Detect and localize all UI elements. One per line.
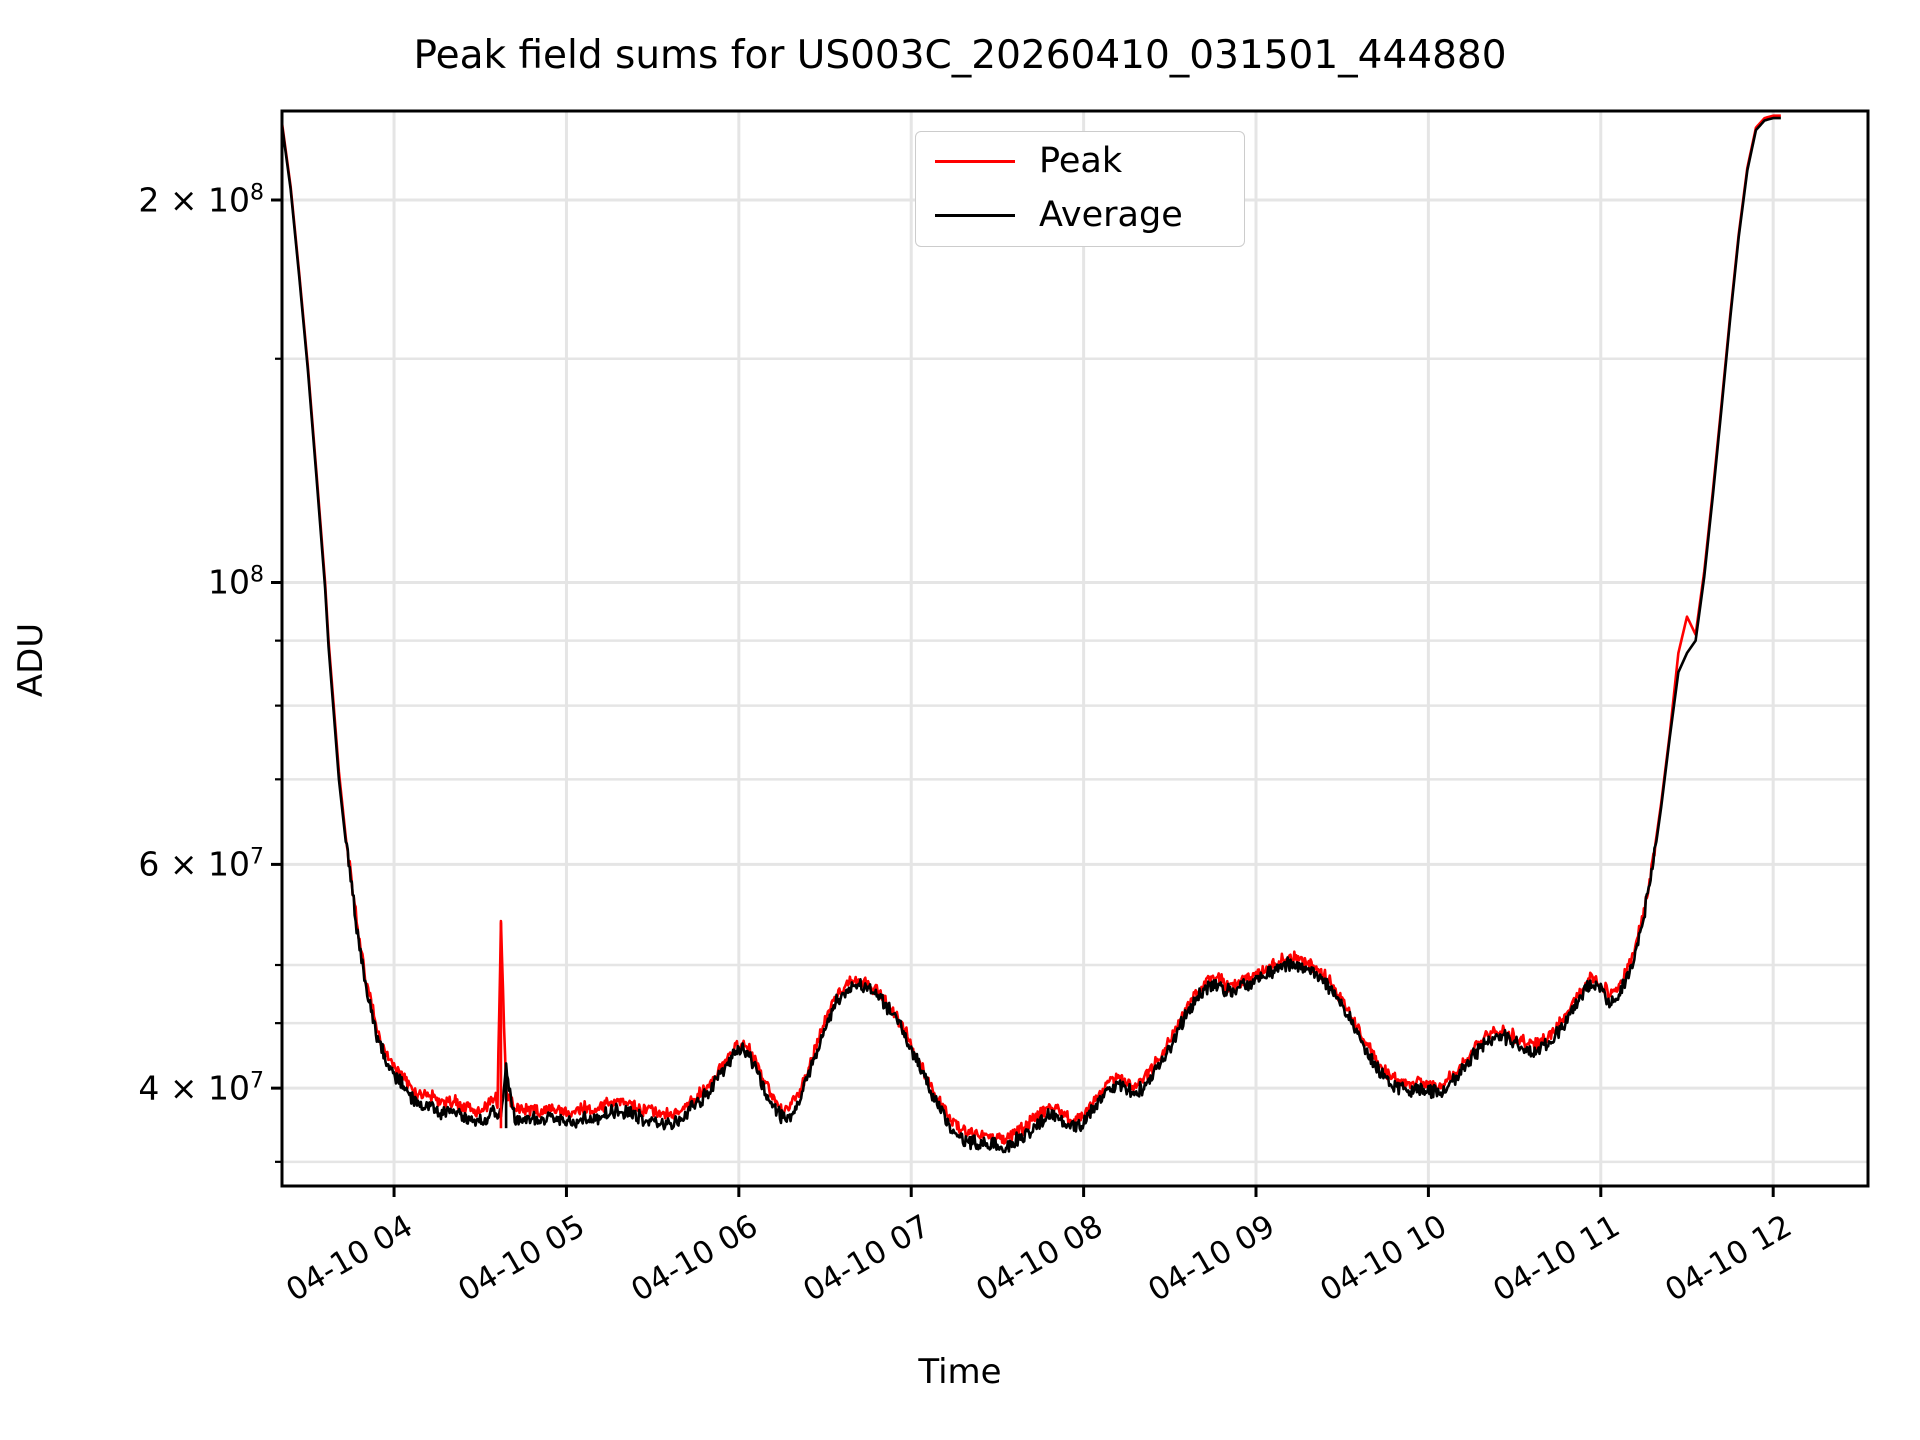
- y-tick-label: 2 × 108: [138, 180, 264, 220]
- legend-label-peak: Peak: [1039, 141, 1123, 181]
- y-tick-label: 108: [208, 562, 264, 602]
- page-title: Peak field sums for US003C_20260410_0315…: [413, 33, 1507, 78]
- x-axis-label: Time: [918, 1352, 1002, 1392]
- legend-swatch-average: [935, 213, 1015, 217]
- legend-item-peak[interactable]: Peak: [916, 132, 1244, 190]
- legend-swatch-peak: [935, 159, 1015, 163]
- y-tick-label: 4 × 107: [138, 1068, 264, 1108]
- legend-item-average[interactable]: Average: [916, 186, 1244, 244]
- legend-label-average: Average: [1039, 195, 1183, 235]
- y-tick-label: 6 × 107: [138, 844, 264, 884]
- legend[interactable]: Peak Average: [915, 131, 1245, 247]
